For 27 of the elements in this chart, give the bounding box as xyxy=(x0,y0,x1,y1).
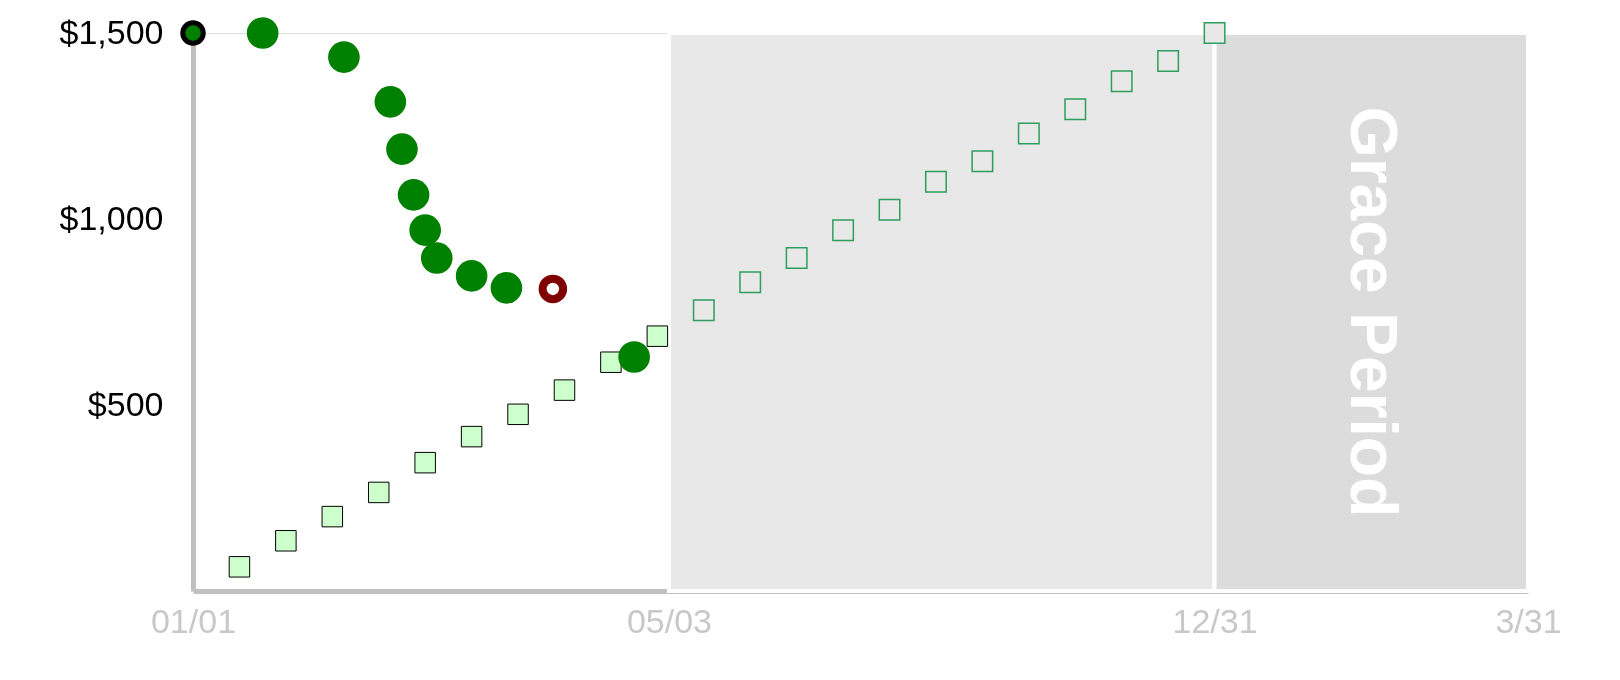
y-tick-label: $1,000 xyxy=(59,198,164,237)
point xyxy=(409,214,441,246)
point xyxy=(228,556,251,578)
y-tick-label: $500 xyxy=(87,384,164,423)
point xyxy=(328,41,360,73)
point xyxy=(455,260,488,292)
point xyxy=(275,530,297,552)
point xyxy=(553,379,576,401)
point xyxy=(367,481,390,504)
point xyxy=(460,425,483,448)
point xyxy=(507,403,529,426)
y-tick-label: $1,500 xyxy=(59,12,164,51)
point xyxy=(386,133,418,165)
point xyxy=(538,274,568,304)
point xyxy=(490,272,523,304)
point xyxy=(1157,49,1180,72)
point xyxy=(180,20,206,46)
point xyxy=(646,325,669,347)
point xyxy=(321,505,344,528)
point xyxy=(374,86,407,118)
point xyxy=(618,341,650,373)
point xyxy=(414,451,436,474)
point xyxy=(1203,22,1226,44)
point xyxy=(397,179,430,211)
point xyxy=(420,242,453,274)
point xyxy=(600,351,622,373)
point xyxy=(246,17,279,49)
